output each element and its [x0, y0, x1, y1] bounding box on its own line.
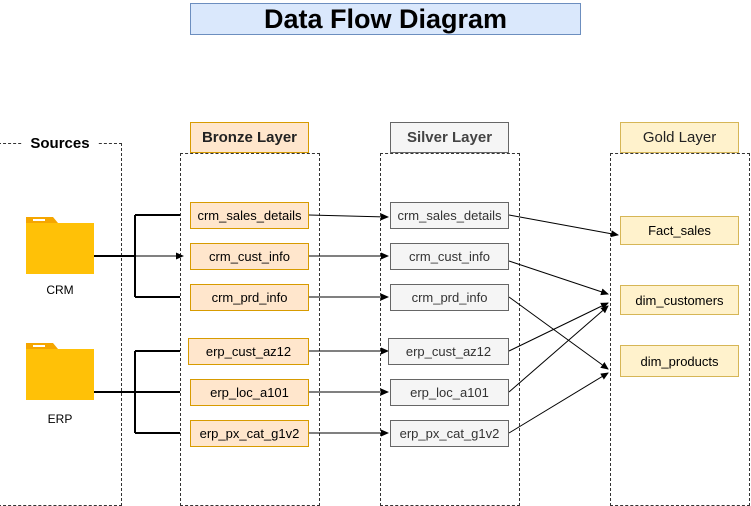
sources-header-label: Sources: [30, 134, 90, 152]
bronze-node-erp-cust-az12: erp_cust_az12: [188, 338, 309, 365]
bronze-node-erp-loc-a101: erp_loc_a101: [190, 379, 309, 406]
silver-layer-label: Silver Layer: [406, 129, 493, 146]
silver-node-crm-sales-details: crm_sales_details: [390, 202, 509, 229]
folder-icon: [26, 343, 94, 400]
gold-node-dim-products: dim_products: [620, 345, 739, 377]
gold-layer-header: Gold Layer: [620, 122, 739, 153]
silver-node-erp-cust-az12: erp_cust_az12: [388, 338, 509, 365]
bronze-node-crm-sales-details: crm_sales_details: [190, 202, 309, 229]
folder-icon: [26, 217, 94, 274]
edge-silver-gold-cust-info-to-dim-customers: [508, 260, 609, 296]
erp-source-label: ERP: [47, 412, 73, 426]
diagram-title-box: Data Flow Diagram: [190, 3, 581, 35]
gold-layer-label: Gold Layer: [642, 129, 717, 146]
silver-node-crm-cust-info: crm_cust_info: [390, 243, 509, 270]
silver-node-erp-loc-a101: erp_loc_a101: [390, 379, 509, 406]
bronze-layer-header: Bronze Layer: [190, 122, 309, 153]
silver-node-erp-px-cat-g1v2: erp_px_cat_g1v2: [390, 420, 509, 447]
edge-bronze-silver-crm-sales-details: [308, 213, 389, 221]
gold-node-dim-customers: dim_customers: [620, 285, 739, 315]
edge-silver-gold-px-cat-to-dim-products: [508, 372, 609, 434]
gold-node-fact-sales: Fact_sales: [620, 216, 739, 245]
erp-source: ERP: [25, 341, 95, 426]
crm-source: CRM: [25, 215, 95, 300]
bronze-node-erp-px-cat-g1v2: erp_px_cat_g1v2: [190, 420, 309, 447]
edge-silver-gold-loc-a101-to-dim-customers: [508, 305, 609, 393]
silver-node-crm-prd-info: crm_prd_info: [390, 284, 509, 311]
edge-silver-gold-prd-info-to-dim-products: [508, 296, 609, 370]
crm-source-label: CRM: [46, 283, 74, 297]
edge-silver-gold-sales-to-fact: [508, 214, 619, 238]
bronze-node-crm-cust-info: crm_cust_info: [190, 243, 309, 270]
edge-silver-gold-cust-az12-to-dim-customers: [508, 302, 609, 352]
bronze-layer-label: Bronze Layer: [201, 129, 298, 146]
bronze-node-crm-prd-info: crm_prd_info: [190, 284, 309, 311]
silver-layer-header: Silver Layer: [390, 122, 509, 153]
sources-header: Sources: [22, 131, 98, 155]
diagram-title: Data Flow Diagram: [263, 3, 508, 34]
